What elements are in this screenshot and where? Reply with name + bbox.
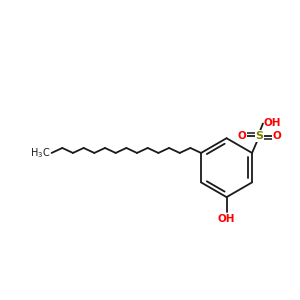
Text: H$_3$C: H$_3$C (30, 146, 50, 160)
Text: OH: OH (218, 214, 235, 224)
Text: O: O (237, 131, 246, 141)
Text: OH: OH (264, 118, 281, 128)
Text: S: S (255, 131, 263, 141)
Text: O: O (273, 131, 281, 141)
